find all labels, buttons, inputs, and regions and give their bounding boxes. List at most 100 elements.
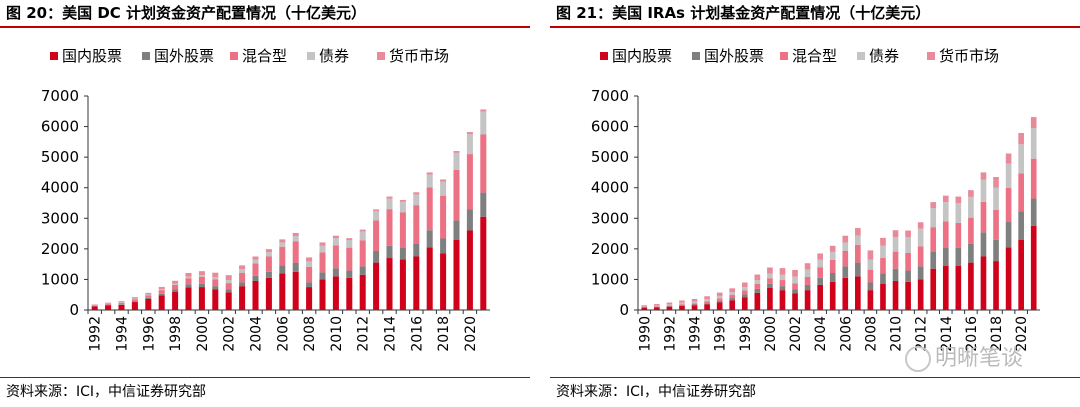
bar-segment bbox=[1030, 128, 1037, 159]
x-tick-label: 2016 bbox=[409, 316, 425, 352]
bar-segment bbox=[829, 259, 836, 274]
bar-segment bbox=[993, 239, 999, 262]
bar-segment bbox=[1005, 163, 1012, 189]
bar-segment bbox=[198, 271, 205, 276]
bar-segment bbox=[792, 293, 798, 310]
bar-segment bbox=[118, 304, 125, 305]
bar-segment bbox=[480, 192, 487, 217]
bar-segment bbox=[332, 276, 339, 310]
legend-label: 国外股票 bbox=[704, 47, 764, 65]
bar-segment bbox=[993, 209, 999, 240]
bar-segment bbox=[480, 109, 487, 112]
bar-segment bbox=[225, 283, 232, 290]
bar-segment bbox=[1030, 198, 1037, 226]
x-tick-label: 2004 bbox=[249, 316, 265, 352]
bar-segment bbox=[332, 268, 339, 277]
bar-segment bbox=[679, 302, 685, 305]
x-tick-label: 2000 bbox=[195, 316, 211, 352]
left-chart-title: 图 20：美国 DC 计划资金资产配置情况（十亿美元） bbox=[6, 4, 367, 22]
bar-segment bbox=[453, 169, 460, 221]
bar-segment bbox=[413, 256, 420, 310]
bar-segment bbox=[346, 277, 353, 310]
bar-segment bbox=[829, 251, 836, 260]
bar-segment bbox=[704, 296, 710, 300]
bar-segment bbox=[905, 270, 911, 282]
bar-segment bbox=[359, 229, 366, 232]
bar-segment bbox=[942, 221, 949, 248]
legend-swatch bbox=[780, 52, 788, 60]
x-tick-label: 1992 bbox=[88, 316, 104, 352]
bar-segment bbox=[158, 293, 165, 296]
bar-segment bbox=[1005, 188, 1012, 222]
bar-segment bbox=[145, 298, 152, 310]
bar-segment bbox=[252, 280, 259, 310]
bar-segment bbox=[968, 190, 974, 197]
bar-segment bbox=[131, 297, 138, 299]
bar-segment bbox=[767, 267, 773, 274]
bar-segment bbox=[980, 256, 987, 310]
legend-swatch bbox=[377, 52, 385, 60]
bar-segment bbox=[767, 278, 773, 284]
x-tick-label: 1996 bbox=[141, 316, 157, 352]
bar-segment bbox=[1005, 221, 1012, 248]
bar-segment bbox=[817, 267, 823, 278]
bar-segment bbox=[892, 237, 899, 252]
bar-segment bbox=[905, 237, 911, 253]
bar-segment bbox=[905, 230, 911, 238]
bar-segment bbox=[319, 279, 326, 310]
bar-segment bbox=[817, 253, 823, 260]
bar-segment bbox=[666, 302, 673, 305]
bar-segment bbox=[426, 230, 433, 248]
bar-segment bbox=[346, 239, 353, 248]
bar-segment bbox=[704, 303, 710, 305]
bar-segment bbox=[413, 194, 420, 206]
bar-segment bbox=[804, 276, 811, 285]
bar-segment bbox=[955, 265, 962, 310]
x-tick-label: 2012 bbox=[356, 316, 372, 352]
bar-segment bbox=[332, 245, 339, 269]
bar-segment bbox=[332, 238, 339, 246]
bar-segment bbox=[741, 287, 748, 291]
x-tick-label: 2010 bbox=[329, 316, 345, 352]
bar-segment bbox=[880, 237, 886, 246]
x-tick-label: 2006 bbox=[275, 316, 291, 352]
bar-segment bbox=[1005, 153, 1012, 164]
bar-segment bbox=[666, 306, 673, 310]
x-tick-label: 2016 bbox=[964, 316, 980, 352]
bar-segment bbox=[306, 266, 313, 283]
bar-segment bbox=[867, 269, 874, 283]
bar-segment bbox=[1030, 158, 1037, 199]
bar-segment bbox=[1030, 117, 1037, 129]
x-tick-label: 1990 bbox=[637, 316, 653, 352]
legend-swatch bbox=[692, 52, 700, 60]
bar-segment bbox=[158, 290, 165, 294]
bar-segment bbox=[426, 247, 433, 310]
bar-segment bbox=[399, 201, 406, 213]
bar-segment bbox=[741, 297, 748, 310]
bar-segment bbox=[212, 276, 219, 280]
bar-segment bbox=[252, 275, 259, 281]
bar-segment bbox=[917, 222, 924, 229]
bar-segment bbox=[265, 277, 272, 310]
bar-segment bbox=[198, 283, 205, 288]
bar-segment bbox=[306, 261, 313, 267]
bar-segment bbox=[185, 287, 192, 310]
y-tick-label: 6000 bbox=[41, 118, 79, 136]
bar-segment bbox=[440, 181, 447, 196]
legend-swatch bbox=[230, 52, 238, 60]
bar-segment bbox=[955, 196, 962, 203]
left-chart-panel: 图 20：美国 DC 计划资金资产配置情况（十亿美元） 国内股票 国外股票 混合型 债… bbox=[0, 0, 530, 407]
bar-segment bbox=[829, 245, 836, 252]
bar-segment bbox=[131, 298, 138, 300]
bar-segment bbox=[158, 289, 165, 291]
bar-segment bbox=[716, 300, 723, 303]
bar-segment bbox=[641, 305, 648, 307]
bar-segment bbox=[679, 306, 685, 310]
bar-segment bbox=[172, 289, 179, 292]
y-tick-label: 5000 bbox=[41, 148, 79, 166]
bar-segment bbox=[855, 235, 861, 245]
right-chart-panel: 图 21：美国 IRAs 计划基金资产配置情况（十亿美元） 国内股票 国外股票 混合… bbox=[550, 0, 1080, 407]
bar-segment bbox=[880, 284, 886, 310]
y-tick-label: 6000 bbox=[591, 118, 629, 136]
x-tick-label: 2006 bbox=[838, 316, 854, 352]
